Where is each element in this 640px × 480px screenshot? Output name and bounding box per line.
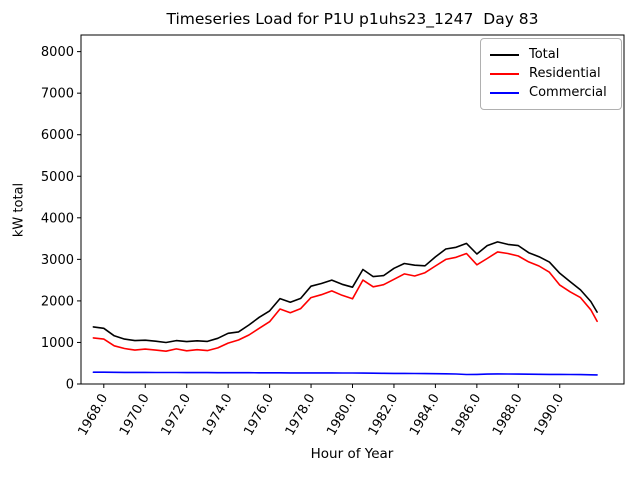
legend-item-commercial: Commercial [490, 84, 612, 102]
x-tick-label: 1982.0 [366, 392, 402, 439]
y-tick-label: 8000 [41, 45, 74, 60]
legend-line-residential [490, 73, 519, 75]
x-tick-label: 1990.0 [531, 392, 567, 439]
x-tick-label: 1972.0 [158, 392, 194, 439]
legend-item-residential: Residential [490, 65, 612, 83]
y-tick-label: 4000 [41, 211, 74, 226]
y-tick-label: 1000 [41, 336, 74, 351]
y-tick-label: 5000 [41, 170, 74, 185]
x-tick-label: 1968.0 [76, 392, 112, 439]
chart-title: Timeseries Load for P1U p1uhs23_1247 Day… [166, 10, 539, 28]
legend-line-total [490, 54, 519, 56]
y-tick-label: 2000 [41, 294, 74, 309]
x-tick-label: 1970.0 [117, 392, 153, 439]
x-tick-label: 1986.0 [449, 392, 485, 439]
y-tick-label: 0 [66, 378, 74, 393]
series-line-commercial [92, 371, 598, 376]
legend-label-total: Total [529, 47, 560, 62]
legend-line-commercial [490, 92, 519, 94]
y-tick-label: 6000 [41, 128, 74, 143]
legend-label-commercial: Commercial [529, 85, 607, 100]
x-axis-label: Hour of Year [310, 446, 394, 462]
y-tick-label: 3000 [41, 253, 74, 268]
x-tick-label: 1988.0 [490, 392, 526, 439]
y-tick-label: 7000 [41, 87, 74, 102]
series-line-residential [92, 251, 598, 353]
legend: Total Residential Commercial [480, 38, 622, 110]
x-tick-label: 1976.0 [241, 392, 277, 439]
legend-label-residential: Residential [529, 66, 601, 81]
x-tick-label: 1978.0 [283, 392, 319, 439]
x-tick-label: 1984.0 [407, 392, 443, 439]
x-tick-label: 1974.0 [200, 392, 236, 439]
series-line-total [92, 241, 598, 344]
legend-item-total: Total [490, 46, 612, 64]
x-tick-label: 1980.0 [324, 392, 360, 439]
